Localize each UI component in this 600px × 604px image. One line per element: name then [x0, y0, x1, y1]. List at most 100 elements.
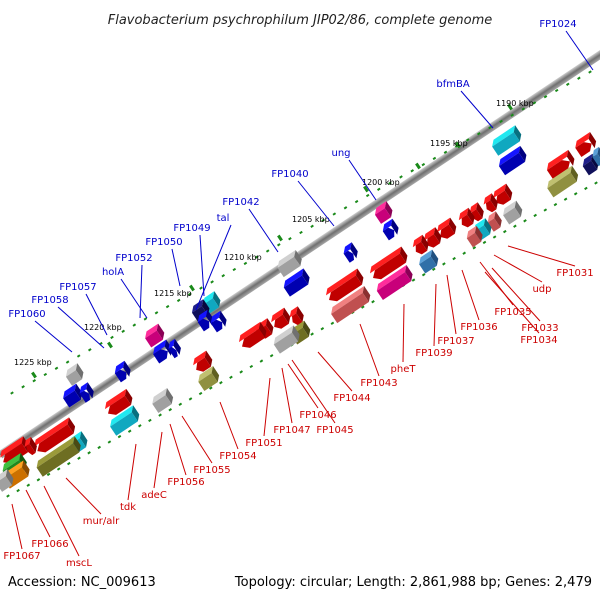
- gene-block: [419, 249, 439, 274]
- tick-dot-inner: [26, 483, 31, 487]
- tick-major: [415, 162, 421, 170]
- tick-dot-inner: [371, 300, 375, 304]
- tick-dot-inner: [421, 273, 426, 277]
- leader-line: [127, 443, 137, 501]
- gene-block: [145, 323, 165, 348]
- tick-dot-inner: [502, 229, 507, 234]
- tick-dot-outer: [499, 119, 503, 124]
- tick-dot-outer: [143, 317, 148, 321]
- tick-dot-outer: [321, 218, 326, 222]
- gene-block: [65, 363, 84, 386]
- tick-dot-outer: [388, 181, 392, 185]
- tick-dot-outer: [565, 82, 570, 86]
- gene-label-reverse: FP1039: [415, 348, 452, 359]
- leader-line: [491, 267, 541, 322]
- tick-dot-outer: [288, 237, 292, 241]
- tick-dot-outer: [199, 286, 203, 290]
- gene-block: [168, 338, 181, 359]
- leader-line: [57, 306, 105, 349]
- gene-label-reverse: mur/alr: [83, 516, 120, 527]
- leader-line: [181, 415, 213, 464]
- leader-line: [287, 363, 319, 409]
- gene-block: [0, 469, 14, 492]
- gene-label-forward: bfmBA: [436, 79, 469, 90]
- gene-block: [382, 218, 399, 241]
- tick-dot-inner: [168, 408, 173, 412]
- summary-text: Topology: circular; Length: 2,861,988 bp…: [234, 575, 592, 590]
- gene-label-reverse: FP1047: [273, 425, 310, 436]
- leader-line: [359, 323, 380, 377]
- leader-line: [120, 278, 148, 319]
- tick-major: [107, 341, 113, 349]
- tick-dot-outer: [176, 298, 181, 303]
- gene-label-reverse: FP1031: [556, 268, 593, 279]
- gene-block: [152, 388, 174, 414]
- tick-dot-outer: [165, 304, 170, 309]
- gene-label-reverse: FP1054: [219, 451, 256, 462]
- gene-label-reverse: adeC: [141, 490, 167, 501]
- gene-block: [277, 249, 302, 278]
- leader-line: [153, 431, 163, 489]
- tick-dot-inner: [462, 251, 467, 255]
- tick-dot-outer: [132, 323, 137, 327]
- tick-dot-outer: [43, 372, 48, 377]
- gene-label-reverse: FP1046: [299, 410, 336, 421]
- gene-block: [283, 268, 310, 297]
- gene-label-reverse: FP1051: [245, 438, 282, 449]
- tick-dot-outer: [21, 385, 25, 389]
- tick-dot-inner: [563, 197, 568, 201]
- leader-line: [219, 401, 239, 450]
- tick-dot-inner: [482, 240, 487, 245]
- kbp-label: 1190 kbp: [496, 99, 534, 108]
- leader-line: [433, 283, 437, 347]
- gene-block: [24, 436, 37, 456]
- tick-dot-outer: [443, 150, 448, 154]
- tick-dot-outer: [276, 243, 281, 247]
- gene-label-forward: FP1042: [222, 197, 259, 208]
- leader-line: [171, 248, 181, 287]
- gene-label-reverse: FP1055: [193, 465, 230, 476]
- gene-block: [423, 227, 442, 248]
- gene-label-reverse: FP1033: [521, 323, 558, 334]
- gene-block: [487, 211, 502, 232]
- leader-line: [281, 367, 293, 424]
- tick-dot-inner: [188, 397, 193, 401]
- tick-major: [277, 234, 283, 242]
- gene-label-forward: ung: [331, 148, 350, 159]
- gene-block: [369, 246, 408, 280]
- gene-label-reverse: FP1045: [316, 425, 353, 436]
- tick-dot-outer: [210, 280, 214, 284]
- tick-dot-outer: [254, 255, 259, 259]
- tick-dot-inner: [533, 213, 538, 218]
- tick-dot-inner: [148, 418, 152, 423]
- tick-dot-outer: [343, 206, 348, 210]
- kbp-label: 1210 kbp: [224, 253, 262, 262]
- tick-dot-inner: [198, 391, 203, 396]
- leader-line: [565, 30, 594, 71]
- gene-block: [374, 201, 393, 224]
- gene-block: [469, 202, 484, 222]
- tick-dot-inner: [107, 440, 112, 444]
- tick-dot-outer: [376, 187, 381, 191]
- leader-line: [139, 264, 143, 319]
- accession-text: Accession: NC_009613: [8, 575, 156, 590]
- tick-dot-inner: [36, 478, 41, 482]
- leader-line: [25, 489, 51, 538]
- leader-line: [263, 377, 271, 437]
- tick-dot-inner: [178, 402, 183, 406]
- tick-dot-outer: [410, 169, 415, 173]
- tick-dot-outer: [488, 125, 492, 130]
- gene-labels: FP1024 bfmBA ung FP1040 FP1042 tal FP1049 FP105…: [3, 19, 593, 569]
- gene-block: [483, 193, 498, 213]
- tick-dot-outer: [76, 354, 81, 358]
- tick-dot-inner: [553, 202, 558, 207]
- tick-dot-outer: [465, 138, 470, 142]
- leader-line: [297, 180, 335, 227]
- gene-block: [466, 225, 483, 248]
- gene-label-forward: FP1050: [145, 237, 182, 248]
- tick-dot-inner: [320, 327, 325, 331]
- leader-line: [348, 159, 377, 201]
- tick-dot-inner: [259, 359, 264, 363]
- leader-line: [493, 254, 543, 283]
- tick-dot-outer: [354, 199, 359, 204]
